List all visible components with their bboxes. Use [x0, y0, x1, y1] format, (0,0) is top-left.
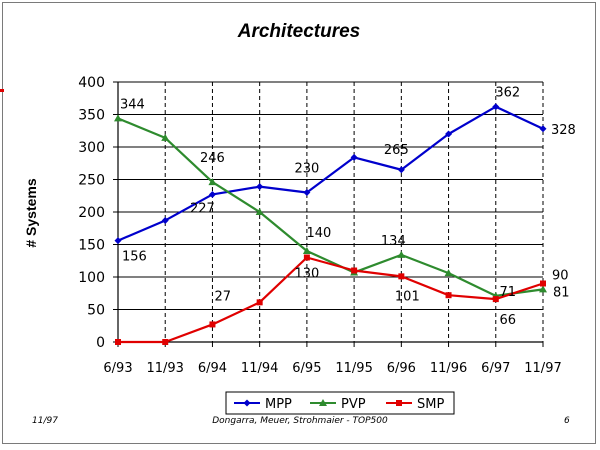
smp-data-point [445, 292, 452, 299]
x-tick-label: 6/95 [292, 361, 321, 376]
smp-data-point [256, 299, 263, 306]
legend-box [225, 391, 455, 415]
pvp-data-point [161, 133, 170, 141]
y-tick-label: 350 [78, 108, 105, 124]
x-tick-label: 6/94 [198, 361, 227, 376]
y-tick-label: 0 [96, 335, 105, 351]
x-tick-label: 11/96 [430, 361, 467, 376]
x-tick-label: 11/97 [524, 361, 561, 376]
y-axis-label: # Systems [23, 178, 39, 247]
smp-data-label: 101 [395, 289, 420, 304]
y-tick-label: 300 [78, 140, 105, 156]
x-tick-label: 6/97 [481, 361, 510, 376]
x-tick-label: 6/93 [103, 361, 132, 376]
y-tick-label: 100 [78, 270, 105, 286]
smp-data-label: 90 [552, 269, 569, 284]
slide-frame [2, 2, 596, 444]
mpp-data-label: 328 [551, 123, 576, 138]
chart-title: Architectures [237, 21, 361, 42]
x-tick-label: 11/94 [241, 361, 278, 376]
y-tick-label: 250 [78, 173, 105, 189]
legend-mpp-label: MPP [265, 397, 292, 412]
mpp-data-point [492, 103, 500, 111]
mpp-data-label: 265 [384, 143, 409, 158]
smp-data-label: 66 [500, 313, 517, 328]
x-tick-label: 11/95 [335, 361, 372, 376]
y-tick-label: 400 [78, 75, 105, 91]
mpp-data-point [445, 130, 453, 138]
legend-smp-label: SMP [417, 397, 444, 412]
smp-data-point [162, 339, 169, 345]
footer-credits: Dongarra, Meuer, Strohmaier - TOP500 [212, 416, 388, 426]
pvp-data-point [444, 269, 453, 277]
smp-data-point [492, 296, 499, 303]
pvp-data-label: 134 [381, 234, 406, 249]
pvp-data-point [302, 247, 311, 254]
smp-data-point [303, 254, 310, 261]
mpp-data-point [397, 166, 405, 174]
mpp-data-point [256, 183, 264, 191]
mpp-data-label: 227 [190, 201, 215, 216]
pvp-data-point [255, 208, 264, 215]
slide-marker [0, 89, 4, 92]
pvp-data-label: 246 [200, 151, 225, 166]
smp-data-point [540, 280, 546, 287]
mpp-data-point [208, 190, 216, 198]
smp-data-point [115, 339, 121, 345]
legend-smp-marker [396, 400, 402, 406]
y-tick-label: 200 [78, 205, 105, 221]
smp-data-point [351, 267, 358, 274]
mpp-data-label: 362 [495, 86, 520, 101]
pvp-data-point [397, 250, 406, 258]
mpp-data-point [161, 216, 169, 224]
x-tick-label: 11/93 [146, 361, 183, 376]
pvp-data-point [114, 114, 122, 122]
mpp-data-point [539, 125, 547, 133]
mpp-series-line [117, 105, 544, 242]
mpp-data-point [350, 153, 358, 161]
pvp-series-line [117, 117, 544, 297]
legend-mpp-marker [243, 399, 251, 407]
pvp-data-label: 81 [553, 285, 570, 300]
footer-date: 11/97 [32, 416, 58, 426]
smp-series-line [118, 256, 544, 344]
pvp-data-point [539, 285, 547, 293]
smp-data-point [209, 321, 216, 328]
mpp-data-point [303, 189, 311, 196]
pvp-data-point [208, 178, 217, 186]
pvp-data-label: 71 [500, 285, 517, 300]
smp-data-point [398, 273, 405, 280]
pvp-data-label: 344 [120, 97, 145, 112]
y-tick-label: 50 [87, 303, 105, 319]
mpp-data-label: 156 [122, 250, 147, 265]
x-tick-label: 6/96 [387, 361, 416, 376]
legend-pvp-marker [319, 399, 327, 406]
legend-pvp-label: PVP [341, 397, 366, 412]
footer-page-number: 6 [564, 416, 570, 426]
y-tick-label: 150 [78, 238, 105, 254]
pvp-data-label: 140 [306, 226, 331, 241]
mpp-data-point [114, 237, 122, 245]
mpp-data-label: 230 [294, 162, 319, 177]
smp-data-label: 27 [214, 289, 231, 304]
smp-data-label: 130 [294, 267, 319, 282]
